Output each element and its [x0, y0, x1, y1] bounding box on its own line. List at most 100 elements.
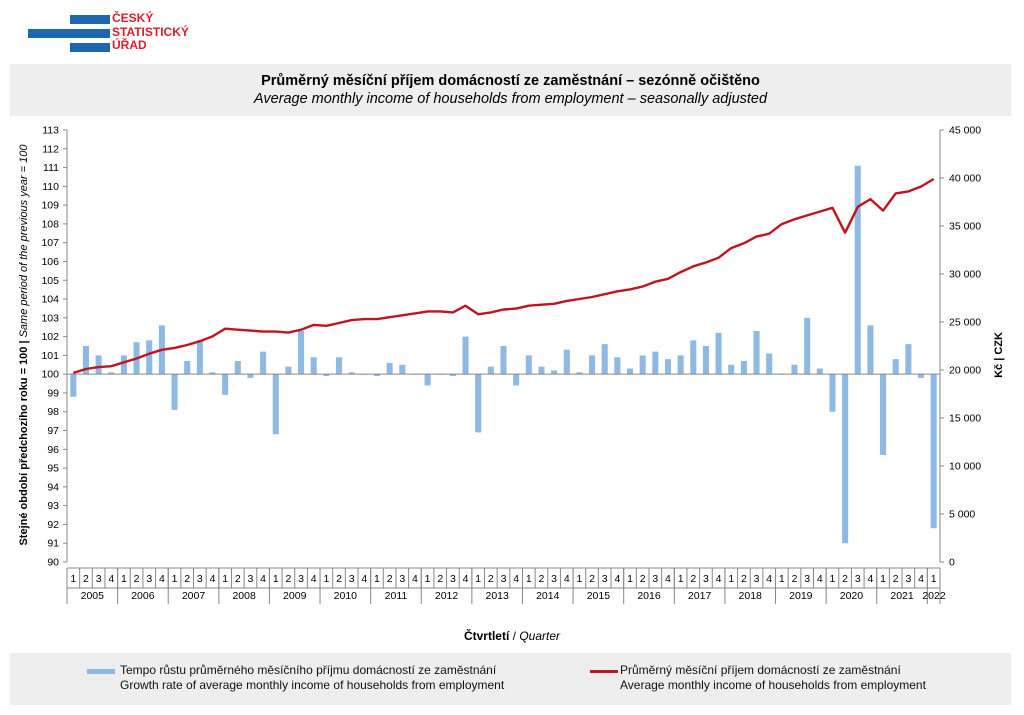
growth-rate-bar: [475, 374, 482, 433]
left-tick-label: 93: [47, 500, 59, 512]
quarter-label: 1: [70, 573, 76, 585]
growth-rate-bar: [880, 374, 887, 455]
chart-title-cz: Průměrný měsíční příjem domácností ze za…: [261, 73, 760, 89]
growth-rate-bar: [196, 340, 203, 375]
quarter-label: 4: [918, 573, 924, 585]
left-tick-label: 103: [41, 312, 59, 324]
growth-rate-bar: [247, 374, 254, 378]
year-label: 2006: [131, 590, 155, 602]
quarter-label: 4: [108, 573, 114, 585]
left-tick-label: 105: [41, 275, 59, 287]
quarter-label: 1: [627, 573, 633, 585]
year-label: 2010: [334, 590, 358, 602]
quarter-label: 2: [589, 573, 595, 585]
legend-bar-swatch: [87, 669, 115, 674]
quarter-label: 3: [855, 573, 861, 585]
growth-rate-bar: [82, 346, 90, 375]
growth-rate-bar: [601, 344, 608, 375]
growth-rate-bar: [120, 355, 127, 375]
growth-rate-bar: [854, 165, 861, 375]
right-tick-label: 45 000: [949, 125, 981, 137]
quarter-label: 2: [741, 573, 747, 585]
left-tick-label: 110: [42, 181, 59, 193]
legend-bar-label-cz: Tempo růstu průměrného měsíčního příjmu …: [120, 663, 497, 677]
left-tick-label: 98: [47, 406, 59, 418]
income-line-series: [72, 177, 935, 375]
growth-rate-bar: [386, 362, 393, 375]
left-tick-label: 113: [42, 125, 59, 137]
quarter-label: 3: [501, 573, 507, 585]
growth-rate-bar: [525, 355, 532, 375]
logo-line-2: STATISTICKÝ: [112, 24, 189, 39]
quarter-label: 3: [349, 573, 355, 585]
chart-axes: [66, 130, 941, 562]
quarter-label: 1: [425, 573, 431, 585]
growth-rate-bar: [209, 372, 216, 375]
logo-line-1: ČESKÝ: [112, 11, 154, 25]
growth-rate-bar: [702, 346, 709, 375]
growth-rate-bar: [589, 355, 596, 375]
growth-rate-bar: [576, 372, 583, 375]
year-label: 2005: [81, 590, 105, 602]
quarter-label: 1: [931, 573, 937, 585]
growth-rate-bar: [551, 370, 558, 375]
right-tick-label: 35 000: [949, 221, 981, 233]
growth-rate-bar: [563, 349, 570, 375]
quarter-label: 3: [652, 573, 658, 585]
quarter-label: 1: [678, 573, 684, 585]
growth-rate-bar: [804, 317, 811, 375]
growth-rate-bar: [753, 330, 760, 375]
quarter-label: 2: [893, 573, 899, 585]
growth-rate-bar: [399, 364, 406, 375]
legend-line-label-cz: Průměrný měsíční příjem domácností ze za…: [620, 663, 901, 677]
quarter-label: 4: [210, 573, 216, 585]
left-tick-label: 108: [41, 218, 59, 230]
growth-rate-bar: [323, 374, 330, 377]
quarter-label: 2: [336, 573, 342, 585]
year-label: 2014: [536, 590, 560, 602]
right-tick-label: 30 000: [949, 269, 981, 281]
quarter-label: 4: [614, 573, 620, 585]
x-axis-title-en: Quarter: [519, 629, 561, 643]
growth-rate-bar: [462, 336, 469, 375]
left-tick-label: 90: [47, 557, 59, 569]
left-tick-label: 97: [47, 425, 59, 437]
title-band: Průměrný měsíční příjem domácností ze za…: [10, 64, 1011, 116]
legend-item-income: Průměrný měsíční příjem domácností ze za…: [590, 663, 926, 693]
quarter-label: 2: [134, 573, 140, 585]
legend-bar-label-en: Growth rate of average monthly income of…: [120, 678, 505, 692]
growth-rate-bar: [298, 330, 305, 375]
quarter-label: 3: [804, 573, 810, 585]
left-tick-label: 101: [41, 350, 59, 362]
growth-rate-bar: [816, 368, 823, 375]
quarter-label: 1: [121, 573, 127, 585]
quarter-label: 4: [766, 573, 772, 585]
growth-rate-bar: [917, 374, 925, 378]
quarter-label: 2: [285, 573, 291, 585]
quarter-label: 2: [640, 573, 646, 585]
quarter-label: 2: [235, 573, 241, 585]
income-line: [72, 177, 935, 375]
csu-logo-mark: [28, 15, 110, 52]
x-axis-title: Čtvrtletí / Quarter: [464, 628, 561, 643]
quarter-label: 4: [361, 573, 367, 585]
year-label: 2021: [890, 590, 914, 602]
growth-rate-bar: [905, 344, 912, 375]
chart-title-en: Average monthly income of households fro…: [253, 91, 768, 107]
quarter-label: 2: [539, 573, 545, 585]
left-axis-title-en: Same period of the previous year = 100: [18, 144, 30, 338]
growth-rate-bar: [740, 361, 747, 375]
growth-rate-bar: [171, 374, 178, 410]
quarter-label: 4: [463, 573, 469, 585]
quarter-label: 3: [399, 573, 405, 585]
growth-rate-bar: [715, 332, 722, 375]
quarter-label: 4: [513, 573, 519, 585]
right-tick-label: 0: [949, 557, 955, 569]
quarter-label: 4: [311, 573, 317, 585]
growth-rate-bars: [70, 165, 937, 544]
growth-rate-bar: [652, 351, 659, 375]
year-label: 2020: [840, 590, 864, 602]
left-tick-label: 107: [41, 237, 59, 249]
growth-rate-bar: [70, 374, 77, 397]
growth-rate-bar: [690, 340, 697, 375]
